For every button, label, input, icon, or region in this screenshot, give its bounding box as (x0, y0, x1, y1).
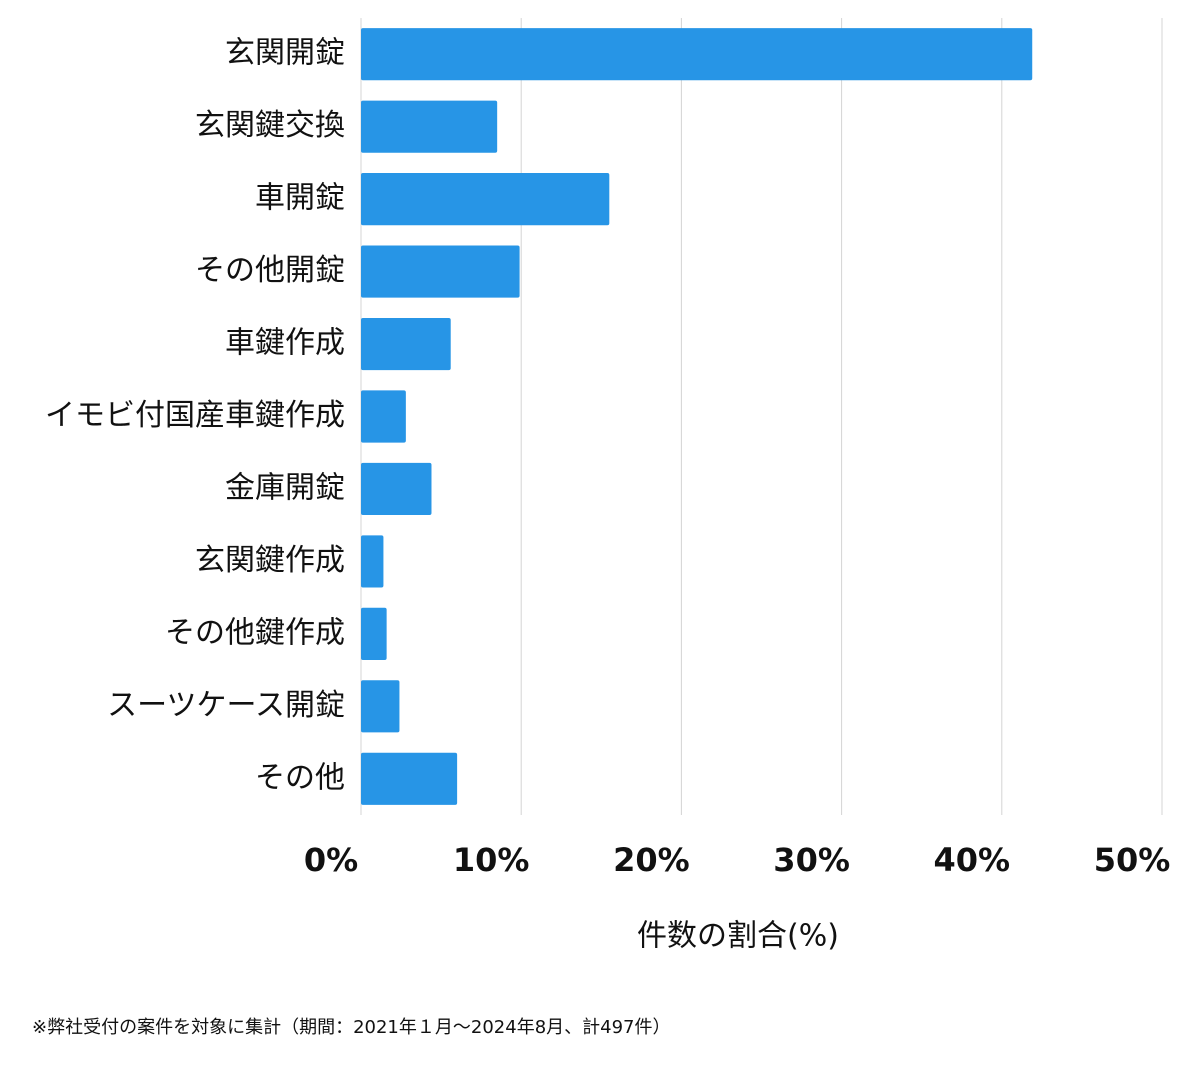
bar (361, 317, 451, 371)
y-tick-label: 車開錠 (255, 181, 345, 216)
bar (361, 535, 384, 588)
y-tick-label: その他開錠 (195, 253, 345, 288)
bar (361, 245, 520, 298)
x-tick-label: 0% (304, 841, 358, 879)
y-tick-label: 車鍵作成 (225, 326, 345, 361)
bar (361, 462, 432, 516)
y-tick-label: 玄関鍵交換 (195, 108, 345, 143)
y-tick-label: 玄関開錠 (225, 36, 345, 71)
y-tick-label: その他 (255, 760, 345, 795)
y-tick-label: 金庫開錠 (225, 470, 345, 505)
bar (361, 752, 458, 805)
bar (361, 607, 387, 660)
y-tick-label: イモビ付国産車鍵作成 (45, 398, 345, 433)
x-tick-label: 10% (453, 841, 530, 879)
bar (361, 390, 406, 443)
x-tick-label: 50% (1094, 841, 1171, 879)
bar (361, 28, 1033, 81)
x-axis-label: 件数の割合(%) (637, 919, 839, 954)
x-tick-label: 30% (773, 841, 850, 879)
y-tick-label: その他鍵作成 (165, 615, 345, 650)
y-tick-label: スーツケース開錠 (107, 688, 345, 723)
x-tick-label: 20% (613, 841, 690, 879)
bar (361, 100, 498, 153)
bar (361, 680, 400, 733)
y-tick-label: 玄関鍵作成 (195, 543, 345, 578)
x-tick-label: 40% (934, 841, 1011, 879)
footnote: ※弊社受付の案件を対象に集計（期間：2021年１月〜2024年8月、計497件） (32, 1017, 671, 1038)
bar (361, 173, 610, 226)
